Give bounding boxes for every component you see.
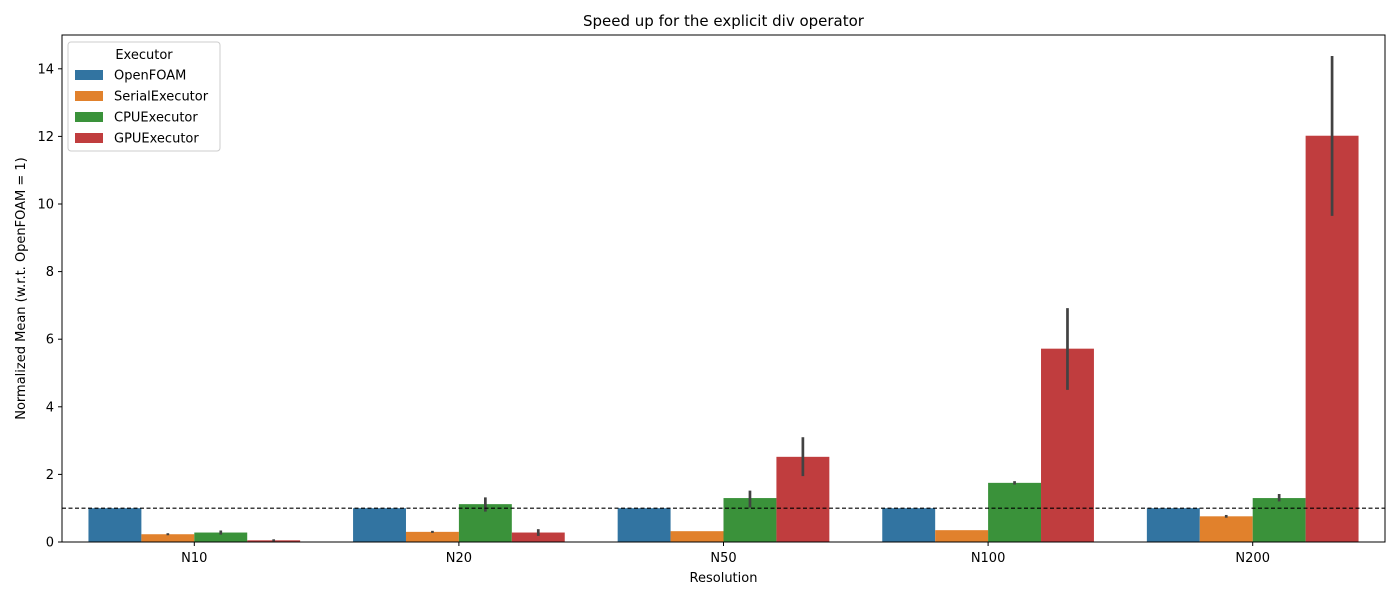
y-tick-label: 8 [46,265,54,280]
legend-label-serialexecutor: SerialExecutor [114,90,209,105]
y-tick-label: 14 [37,62,54,77]
bar-serialexecutor-n100 [935,530,989,542]
legend-swatch-gpuexecutor [75,133,103,143]
x-axis-label: Resolution [690,571,758,586]
legend-swatch-serialexecutor [75,91,103,101]
legend-swatch-cpuexecutor [75,112,103,122]
y-tick-label: 4 [46,400,54,415]
legend-label-cpuexecutor: CPUExecutor [114,111,198,126]
plot-frame [61,34,1386,543]
y-tick-label: 6 [46,333,54,348]
bar-serialexecutor-n20 [405,531,459,542]
legend: Executor OpenFOAM SerialExecutor CPUExecuto… [67,41,221,152]
y-tick-label: 2 [46,468,54,483]
bar-openfoam-n10 [88,508,142,542]
bar-openfoam-n100 [882,508,936,542]
legend-box [67,41,221,152]
chart-title: Speed up for the explicit div operator [583,12,865,30]
y-tick-label: 0 [46,536,54,551]
y-axis-label: Normalized Mean (w.r.t. OpenFOAM = 1) [14,157,29,420]
bar-cpuexecutor-n200 [1252,498,1306,542]
bar-serialexecutor-n10 [141,534,195,542]
x-tick-label: N100 [971,551,1006,566]
bar-openfoam-n50 [617,508,671,542]
legend-swatch-openfoam [75,70,103,80]
bar-serialexecutor-n50 [670,531,724,542]
bar-openfoam-n200 [1146,508,1200,542]
bar-gpuexecutor-n20 [511,532,565,542]
x-tick-label: N200 [1235,551,1270,566]
axes: 0 2 4 6 8 10 12 14 N10 N20 N50 N100 N200 [37,34,1386,566]
bar-cpuexecutor-n10 [194,532,248,542]
x-tick-label: N50 [710,551,736,566]
y-tick-label: 10 [37,198,54,213]
x-tick-label: N20 [446,551,472,566]
y-tick-label: 12 [37,130,54,145]
bar-cpuexecutor-n100 [988,482,1042,542]
legend-label-openfoam: OpenFOAM [114,69,186,84]
bar-serialexecutor-n200 [1199,516,1253,542]
bar-openfoam-n20 [353,508,406,542]
legend-label-gpuexecutor: GPUExecutor [114,132,199,147]
legend-title: Executor [115,48,173,63]
plot-area [62,55,1385,542]
x-tick-label: N10 [181,551,207,566]
